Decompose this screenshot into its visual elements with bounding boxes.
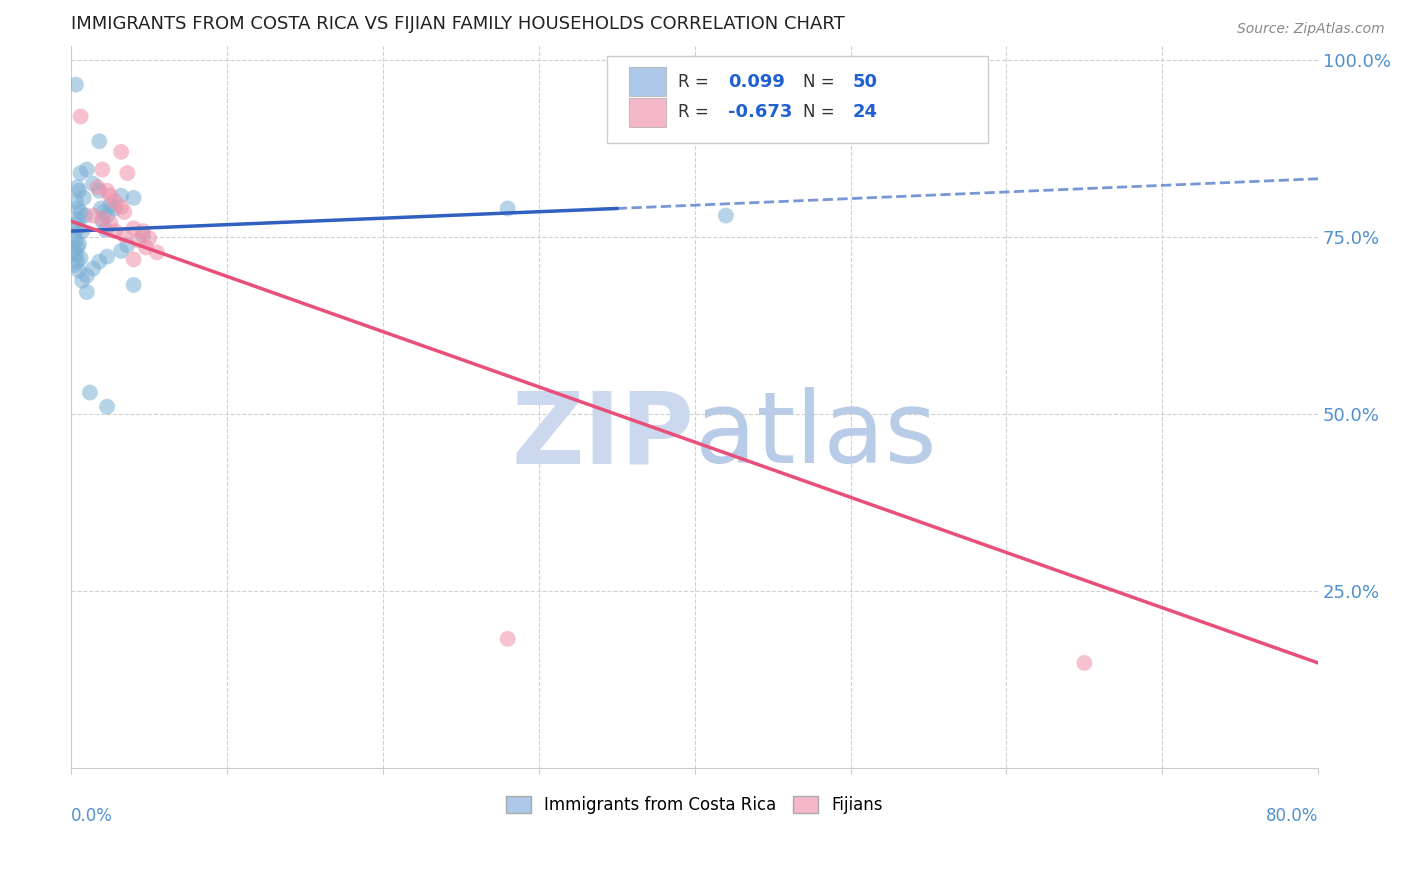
Text: R =: R = [679,73,714,91]
Point [94,223,117,237]
Text: 0.0%: 0.0% [72,807,112,825]
FancyBboxPatch shape [628,67,666,96]
Text: N =: N = [803,103,839,121]
Point [69,166,91,180]
Point [96,184,118,198]
Point [66,180,89,194]
Point [91,214,114,228]
Text: IMMIGRANTS FROM COSTA RICA VS FIJIAN FAMILY HOUSEHOLDS CORRELATION CHART: IMMIGRANTS FROM COSTA RICA VS FIJIAN FAM… [72,15,845,33]
Point [93,205,115,219]
Text: N =: N = [803,73,839,91]
FancyBboxPatch shape [628,97,666,127]
Point [82,209,104,223]
Point [117,166,139,180]
Point [67,236,90,251]
Point [73,191,96,205]
Point [66,221,89,235]
Point [65,78,87,92]
Point [127,233,149,247]
Point [91,212,114,227]
Point [104,224,127,238]
Point [65,217,87,231]
Point [75,209,97,223]
Point [66,240,89,254]
Legend: Immigrants from Costa Rica, Fijians: Immigrants from Costa Rica, Fijians [499,789,890,821]
Text: ZIP: ZIP [512,387,695,484]
Point [87,180,110,194]
Point [96,209,118,223]
Point [91,162,114,177]
Point [98,216,121,230]
Point [496,202,519,216]
Point [67,264,90,278]
Point [65,247,87,261]
Point [66,254,89,268]
Point [122,277,145,292]
Point [146,245,169,260]
Point [79,385,101,400]
Text: atlas: atlas [695,387,936,484]
Point [67,184,90,198]
Point [714,209,737,223]
Point [104,194,127,209]
Point [63,258,86,272]
Point [135,240,157,254]
Point [76,162,98,177]
Point [112,228,135,243]
Point [98,198,121,212]
Text: 80.0%: 80.0% [1265,807,1319,825]
Point [69,110,91,124]
Text: 0.099: 0.099 [728,73,785,91]
Point [89,184,111,198]
Point [82,177,104,191]
Point [122,191,145,205]
Point [1073,656,1095,670]
Point [89,254,111,268]
Point [82,261,104,276]
Text: 24: 24 [853,103,877,121]
Text: R =: R = [679,103,714,121]
Point [65,233,87,247]
Point [117,238,139,252]
Point [67,212,90,227]
Point [89,134,111,148]
Point [76,285,98,299]
Point [110,145,132,159]
Point [132,228,155,243]
Point [132,224,155,238]
Point [70,274,93,288]
Point [70,224,93,238]
Point [122,252,145,267]
Point [63,228,86,243]
Text: -0.673: -0.673 [728,103,793,121]
Point [69,205,91,219]
Point [496,632,519,646]
Point [138,231,160,245]
Text: Source: ZipAtlas.com: Source: ZipAtlas.com [1237,22,1385,37]
Point [122,221,145,235]
FancyBboxPatch shape [607,56,987,143]
Point [90,202,112,216]
Point [63,244,86,258]
Point [65,194,87,209]
Point [110,200,132,214]
Point [98,188,121,202]
Point [66,202,89,216]
Point [96,400,118,414]
Point [76,268,98,283]
Point [69,251,91,265]
Point [96,250,118,264]
Point [110,244,132,258]
Text: 50: 50 [853,73,877,91]
Point [112,205,135,219]
Point [110,188,132,202]
Point [104,202,127,216]
